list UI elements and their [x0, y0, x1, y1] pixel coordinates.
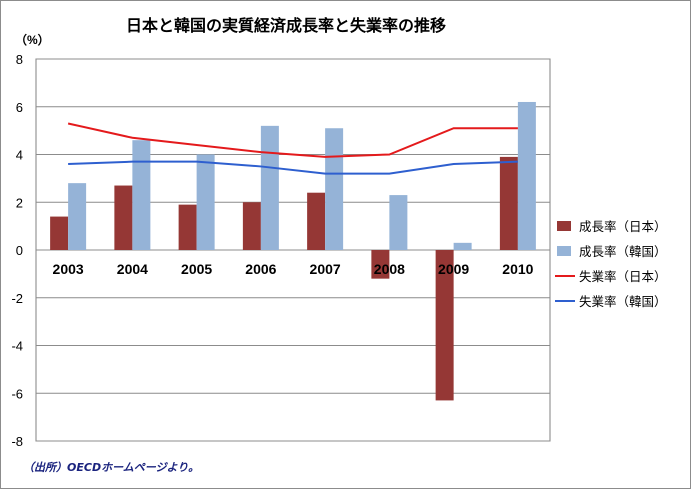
legend-swatch [557, 246, 571, 256]
legend: 成長率（日本） 成長率（韓国） 失業率（日本） 失業率（韓国） [555, 219, 667, 309]
chart-title: 日本と韓国の実質経済成長率と失業率の推移 [126, 16, 446, 35]
y-tick-label: -2 [11, 291, 23, 306]
bar-korea-growth [196, 154, 215, 250]
legend-swatch [557, 221, 571, 231]
y-tick-label: 6 [16, 100, 23, 115]
gridlines [36, 58, 550, 442]
bar-korea-growth [453, 242, 472, 250]
bar-korea-growth [68, 183, 87, 250]
y-tick-label: 4 [16, 148, 23, 163]
bar-japan-growth [499, 156, 518, 250]
y-tick-label: 8 [16, 52, 23, 67]
x-category-label: 2009 [438, 261, 469, 277]
y-tick-label: 2 [16, 195, 23, 210]
legend-label: 失業率（韓国） [579, 294, 667, 309]
bar-japan-growth [178, 204, 197, 250]
legend-label: 失業率（日本） [579, 269, 667, 284]
legend-label: 成長率（日本） [579, 219, 667, 234]
y-axis-ticks: 8 6 4 2 0 -2 -4 -6 -8 [11, 52, 23, 449]
category-labels: 2003 2004 2005 2006 2007 2008 2009 2010 [53, 261, 534, 277]
bars [50, 101, 536, 401]
source-note: （出所）OECDホームページより。 [23, 461, 199, 474]
bar-japan-growth [50, 216, 69, 250]
bar-japan-growth [242, 202, 261, 250]
bar-japan-growth [114, 185, 133, 250]
y-tick-label: -4 [11, 339, 23, 354]
x-category-label: 2006 [245, 261, 276, 277]
x-category-label: 2007 [310, 261, 341, 277]
x-category-label: 2003 [53, 261, 84, 277]
line-korea-unemployment [68, 160, 518, 175]
bar-korea-growth [132, 140, 151, 250]
x-category-label: 2008 [374, 261, 405, 277]
plot-area: 2003 2004 2005 2006 2007 2008 2009 2010 [35, 58, 551, 442]
bar-korea-growth [517, 101, 536, 250]
legend-label: 成長率（韓国） [579, 244, 667, 259]
lines [67, 122, 518, 175]
bar-korea-growth [389, 195, 408, 250]
bar-japan-growth [371, 250, 390, 279]
y-unit-label: （%） [15, 32, 50, 47]
bar-korea-growth [325, 128, 344, 250]
y-tick-label: -6 [11, 386, 23, 401]
bar-japan-growth [435, 250, 454, 401]
bar-korea-growth [260, 125, 279, 250]
bar-japan-growth [307, 192, 326, 250]
x-category-label: 2010 [502, 261, 533, 277]
x-category-label: 2005 [181, 261, 212, 277]
x-category-label: 2004 [117, 261, 148, 277]
y-tick-label: 0 [16, 243, 23, 258]
line-japan-unemployment [67, 122, 518, 158]
y-tick-label: -8 [11, 434, 23, 449]
